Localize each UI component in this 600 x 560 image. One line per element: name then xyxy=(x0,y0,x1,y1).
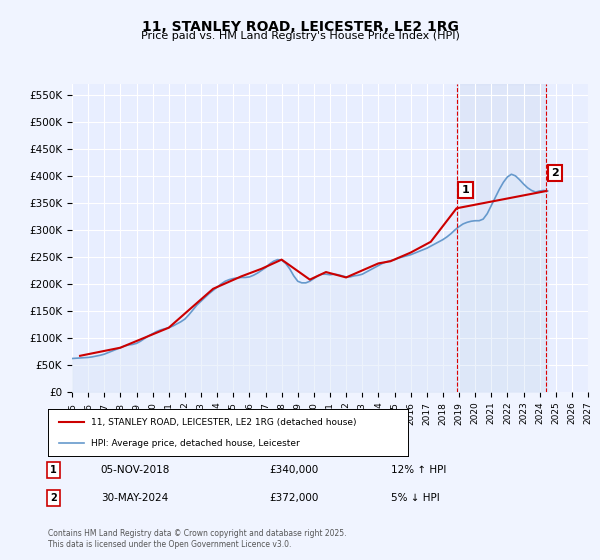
Text: Price paid vs. HM Land Registry's House Price Index (HPI): Price paid vs. HM Land Registry's House … xyxy=(140,31,460,41)
Text: 11, STANLEY ROAD, LEICESTER, LE2 1RG: 11, STANLEY ROAD, LEICESTER, LE2 1RG xyxy=(142,20,458,34)
Bar xyxy=(457,84,547,392)
Text: 30-MAY-2024: 30-MAY-2024 xyxy=(101,493,168,503)
Text: £372,000: £372,000 xyxy=(270,493,319,503)
Text: 1: 1 xyxy=(461,185,469,195)
Text: 2: 2 xyxy=(50,493,56,503)
Text: 5% ↓ HPI: 5% ↓ HPI xyxy=(391,493,440,503)
Text: HPI: Average price, detached house, Leicester: HPI: Average price, detached house, Leic… xyxy=(91,438,300,447)
Text: 05-NOV-2018: 05-NOV-2018 xyxy=(101,465,170,475)
Text: £340,000: £340,000 xyxy=(270,465,319,475)
Text: 2: 2 xyxy=(551,168,559,178)
Text: 11, STANLEY ROAD, LEICESTER, LE2 1RG (detached house): 11, STANLEY ROAD, LEICESTER, LE2 1RG (de… xyxy=(91,418,356,427)
Text: Contains HM Land Registry data © Crown copyright and database right 2025.
This d: Contains HM Land Registry data © Crown c… xyxy=(48,529,347,549)
Text: 12% ↑ HPI: 12% ↑ HPI xyxy=(391,465,446,475)
Text: 1: 1 xyxy=(50,465,56,475)
